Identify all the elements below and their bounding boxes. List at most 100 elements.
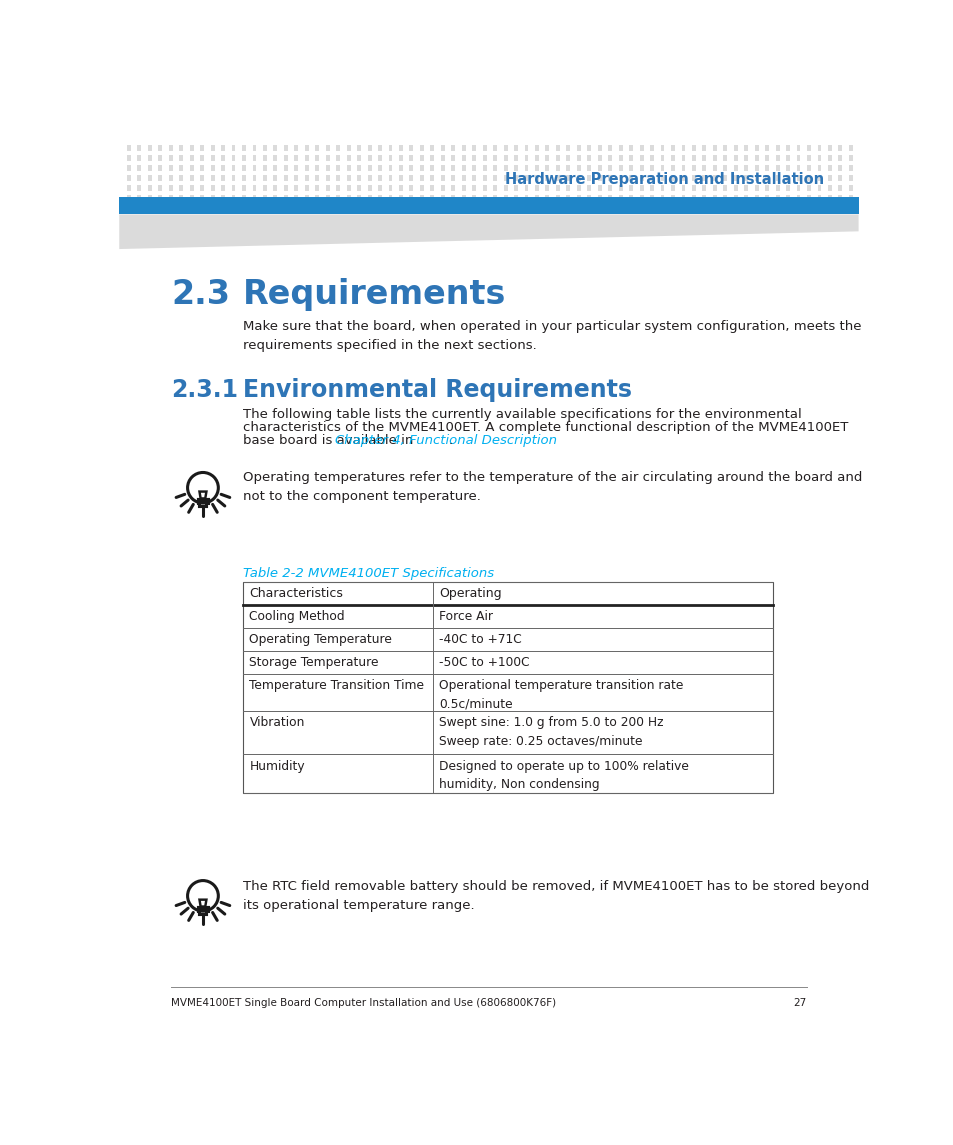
FancyBboxPatch shape (377, 165, 381, 172)
Text: Environmental Requirements: Environmental Requirements (243, 378, 632, 402)
FancyBboxPatch shape (545, 165, 549, 172)
FancyBboxPatch shape (274, 205, 277, 212)
FancyBboxPatch shape (848, 175, 852, 181)
Text: 2.3.1: 2.3.1 (171, 378, 238, 402)
FancyBboxPatch shape (377, 185, 381, 191)
FancyBboxPatch shape (190, 155, 193, 161)
FancyBboxPatch shape (598, 175, 601, 181)
FancyBboxPatch shape (169, 205, 172, 212)
FancyBboxPatch shape (733, 185, 737, 191)
FancyBboxPatch shape (514, 165, 517, 172)
FancyBboxPatch shape (398, 195, 402, 202)
FancyBboxPatch shape (482, 145, 486, 151)
FancyBboxPatch shape (388, 195, 392, 202)
FancyBboxPatch shape (200, 185, 204, 191)
FancyBboxPatch shape (524, 165, 528, 172)
FancyBboxPatch shape (305, 185, 309, 191)
FancyBboxPatch shape (659, 165, 664, 172)
FancyBboxPatch shape (294, 205, 298, 212)
FancyBboxPatch shape (388, 205, 392, 212)
FancyBboxPatch shape (119, 197, 858, 214)
FancyBboxPatch shape (733, 195, 737, 202)
FancyBboxPatch shape (503, 155, 507, 161)
FancyBboxPatch shape (722, 205, 726, 212)
FancyBboxPatch shape (325, 205, 330, 212)
FancyBboxPatch shape (253, 165, 256, 172)
FancyBboxPatch shape (670, 205, 674, 212)
FancyBboxPatch shape (806, 165, 810, 172)
FancyBboxPatch shape (211, 165, 214, 172)
FancyBboxPatch shape (618, 155, 622, 161)
FancyBboxPatch shape (796, 155, 800, 161)
Text: Table 2-2 MVME4100ET Specifications: Table 2-2 MVME4100ET Specifications (243, 567, 494, 581)
FancyBboxPatch shape (211, 185, 214, 191)
FancyBboxPatch shape (232, 185, 235, 191)
FancyBboxPatch shape (764, 155, 768, 161)
FancyBboxPatch shape (335, 195, 340, 202)
Text: -50C to +100C: -50C to +100C (439, 656, 530, 670)
Text: Designed to operate up to 100% relative
humidity, Non condensing: Designed to operate up to 100% relative … (439, 759, 688, 791)
Text: Hardware Preparation and Installation: Hardware Preparation and Installation (505, 172, 823, 188)
FancyBboxPatch shape (451, 155, 455, 161)
FancyBboxPatch shape (388, 185, 392, 191)
FancyBboxPatch shape (639, 165, 643, 172)
FancyBboxPatch shape (253, 145, 256, 151)
FancyBboxPatch shape (325, 145, 330, 151)
FancyBboxPatch shape (430, 175, 434, 181)
FancyBboxPatch shape (649, 165, 654, 172)
FancyBboxPatch shape (493, 205, 497, 212)
FancyBboxPatch shape (556, 205, 559, 212)
FancyBboxPatch shape (524, 195, 528, 202)
FancyBboxPatch shape (743, 185, 747, 191)
FancyBboxPatch shape (294, 195, 298, 202)
FancyBboxPatch shape (127, 155, 131, 161)
FancyBboxPatch shape (785, 165, 789, 172)
FancyBboxPatch shape (712, 205, 716, 212)
FancyBboxPatch shape (461, 175, 465, 181)
FancyBboxPatch shape (817, 175, 821, 181)
FancyBboxPatch shape (398, 205, 402, 212)
FancyBboxPatch shape (608, 205, 612, 212)
Text: Storage Temperature: Storage Temperature (249, 656, 378, 670)
FancyBboxPatch shape (535, 155, 538, 161)
FancyBboxPatch shape (785, 205, 789, 212)
FancyBboxPatch shape (482, 185, 486, 191)
FancyBboxPatch shape (200, 205, 204, 212)
FancyBboxPatch shape (618, 175, 622, 181)
FancyBboxPatch shape (743, 195, 747, 202)
FancyBboxPatch shape (377, 145, 381, 151)
FancyBboxPatch shape (451, 195, 455, 202)
FancyBboxPatch shape (691, 195, 695, 202)
FancyBboxPatch shape (691, 175, 695, 181)
FancyBboxPatch shape (514, 195, 517, 202)
FancyBboxPatch shape (367, 175, 371, 181)
FancyBboxPatch shape (398, 185, 402, 191)
FancyBboxPatch shape (535, 145, 538, 151)
FancyBboxPatch shape (232, 155, 235, 161)
FancyBboxPatch shape (356, 175, 360, 181)
Text: Make sure that the board, when operated in your particular system configuration,: Make sure that the board, when operated … (243, 319, 861, 352)
FancyBboxPatch shape (817, 205, 821, 212)
FancyBboxPatch shape (367, 165, 371, 172)
FancyBboxPatch shape (701, 155, 705, 161)
FancyBboxPatch shape (838, 175, 841, 181)
FancyBboxPatch shape (472, 205, 476, 212)
FancyBboxPatch shape (315, 185, 319, 191)
FancyBboxPatch shape (346, 165, 350, 172)
FancyBboxPatch shape (190, 175, 193, 181)
FancyBboxPatch shape (179, 155, 183, 161)
FancyBboxPatch shape (137, 165, 141, 172)
FancyBboxPatch shape (242, 205, 246, 212)
FancyBboxPatch shape (335, 205, 340, 212)
FancyBboxPatch shape (137, 155, 141, 161)
FancyBboxPatch shape (817, 185, 821, 191)
FancyBboxPatch shape (346, 195, 350, 202)
FancyBboxPatch shape (284, 145, 288, 151)
FancyBboxPatch shape (733, 145, 737, 151)
Text: Vibration: Vibration (249, 717, 305, 729)
FancyBboxPatch shape (211, 205, 214, 212)
FancyBboxPatch shape (785, 155, 789, 161)
FancyBboxPatch shape (587, 195, 591, 202)
FancyBboxPatch shape (284, 155, 288, 161)
FancyBboxPatch shape (325, 185, 330, 191)
